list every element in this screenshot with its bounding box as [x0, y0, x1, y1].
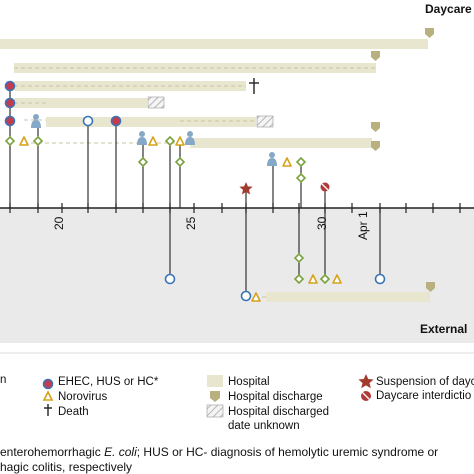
person-markers	[31, 114, 277, 166]
norovirus-icon	[148, 136, 158, 146]
hospital-discharge-unknown-marker	[256, 115, 274, 128]
diamond-markers	[4, 135, 331, 285]
hospital-discharge-unknown-marker	[147, 96, 165, 109]
legend-death-icon	[44, 404, 52, 416]
norovirus-icon	[282, 157, 292, 167]
tick-label-apr1: Apr 1	[356, 211, 370, 240]
footnote-part-c: ; HUS or HC- diagnosis of hemolytic urem…	[136, 445, 439, 459]
legend-hospital-discharge-label: Hospital discharge	[228, 391, 323, 403]
hospital-bar	[266, 292, 430, 302]
daycare-interdiction-icon	[320, 182, 330, 192]
legend-hospital-unknown-label-2: date unknown	[228, 420, 300, 432]
hospital-bar	[14, 98, 147, 108]
norovirus-icon	[308, 274, 318, 284]
hospital-discharge-markers	[371, 28, 435, 292]
legend-partial-left: n	[0, 374, 7, 386]
norovirus-icon	[175, 136, 185, 146]
hospital-bar	[14, 63, 376, 73]
ehec-icon	[110, 115, 122, 127]
legend-hospital-discharge-icon	[210, 391, 220, 402]
legend-death-label: Death	[58, 406, 89, 418]
legend-hospital-unknown-label-1: Hospital discharged	[228, 406, 330, 418]
person-icon	[31, 114, 41, 128]
hospital-discharge-icon	[425, 28, 434, 38]
dashed-links	[14, 67, 376, 298]
tick-label-25: 25	[184, 216, 198, 230]
ehec-icon	[4, 80, 16, 92]
hospital-discharge-icon	[371, 141, 380, 151]
legend-interdiction-icon	[361, 391, 371, 401]
ehec-markers	[4, 80, 122, 127]
external-band	[0, 208, 474, 343]
norovirus-icon	[332, 274, 342, 284]
legend-suspension-icon	[358, 374, 374, 389]
hospital-bar	[190, 138, 372, 148]
hospital-discharge-icon	[371, 122, 380, 132]
footnote-line-1: enterohemorrhagic E. coli; HUS or HC- di…	[0, 445, 438, 459]
suspension-star-icon	[239, 182, 253, 195]
footnote-part-b: E. coli	[104, 445, 137, 459]
legend-norovirus-icon	[42, 390, 54, 401]
legend-hospital-icon	[207, 375, 223, 387]
external-group-label: External	[420, 322, 468, 336]
person-icon	[267, 152, 277, 166]
hospital-discharge-icon	[426, 282, 435, 292]
person-icon	[185, 131, 195, 145]
person-icon	[137, 131, 147, 145]
legend-hospital-label: Hospital	[228, 376, 270, 388]
daycare-group-label: Daycare	[425, 2, 472, 16]
norovirus-icon	[19, 136, 29, 146]
open-circle-markers	[82, 115, 386, 302]
legend-suspension-label: Suspension of dayca	[376, 376, 474, 388]
norovirus-markers	[19, 136, 342, 302]
footnote-part-a: enterohemorrhagic	[0, 445, 105, 459]
legend-norovirus-label: Norovirus	[58, 391, 108, 403]
legend-ehec-label: EHEC, HUS or HC*	[58, 376, 159, 388]
tick-label-20: 20	[52, 216, 66, 230]
tick-label-30: 30	[315, 216, 329, 230]
legend-interdiction-label: Daycare interdictio	[376, 390, 472, 402]
death-icon	[249, 78, 259, 94]
legend-hospital-unknown-icon	[206, 404, 224, 418]
hospital-discharge-icon	[371, 51, 380, 61]
legend-ehec-icon	[42, 378, 54, 390]
hospital-bar	[46, 117, 256, 127]
hospital-bar	[0, 39, 428, 49]
norovirus-icon	[251, 292, 261, 302]
ehec-icon	[4, 115, 16, 127]
ehec-icon	[4, 97, 16, 109]
axis-ticks	[9, 203, 461, 213]
footnote-line-2: hagic colitis, respectively	[0, 460, 133, 474]
